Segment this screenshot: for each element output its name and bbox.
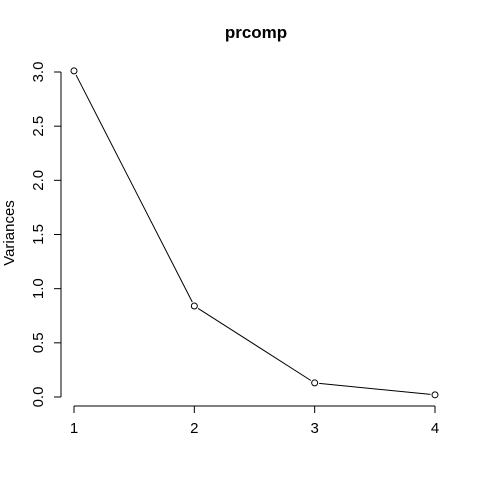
series-line-segment bbox=[319, 382, 431, 395]
y-tick-label: 2.5 bbox=[30, 116, 47, 137]
y-tick-label: 2.0 bbox=[30, 170, 47, 191]
x-tick-label: 1 bbox=[70, 420, 78, 437]
y-axis: 0.0 0.5 1.0 1.5 2.0 2.5 3.0 bbox=[30, 62, 62, 408]
y-tick-label: 0.5 bbox=[30, 332, 47, 353]
y-tick-label: 3.0 bbox=[30, 62, 47, 83]
y-tick-label: 1.5 bbox=[30, 224, 47, 245]
series-line-segment bbox=[75, 74, 193, 303]
y-axis-label: Variances bbox=[1, 200, 18, 266]
series-line-segment bbox=[197, 308, 312, 381]
series-layer bbox=[70, 67, 439, 399]
y-tick-label: 0.0 bbox=[30, 387, 47, 408]
data-point bbox=[311, 379, 319, 387]
x-tick-label: 3 bbox=[310, 420, 318, 437]
data-point bbox=[431, 391, 439, 399]
data-point bbox=[70, 67, 78, 75]
x-tick-label: 2 bbox=[190, 420, 198, 437]
x-tick-label: 4 bbox=[431, 420, 439, 437]
y-tick-label: 1.0 bbox=[30, 278, 47, 299]
chart-title: prcomp bbox=[225, 23, 287, 42]
data-point bbox=[190, 302, 198, 310]
x-axis: 1 2 3 4 bbox=[70, 405, 439, 437]
